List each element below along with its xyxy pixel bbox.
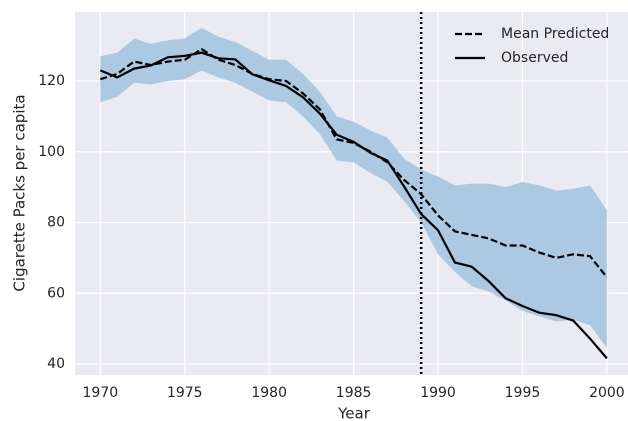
legend-label: Observed [501, 50, 568, 66]
x-tick-label: 1970 [83, 385, 119, 401]
series-line [99, 47, 608, 279]
y-tick-label: 80 [47, 215, 65, 231]
series-line [99, 51, 608, 360]
x-tick-label: 1985 [336, 385, 372, 401]
y-tick-label: 120 [38, 73, 65, 89]
y-tick-label: 60 [47, 285, 65, 301]
prediction-band [100, 27, 607, 349]
x-tick-label: 1990 [420, 385, 456, 401]
x-tick-label: 2000 [589, 385, 625, 401]
x-axis-label: Year [337, 405, 371, 421]
x-tick-label: 1980 [251, 385, 287, 401]
x-tick-label: 1995 [505, 385, 541, 401]
x-tick-label: 1975 [167, 385, 203, 401]
legend-label: Mean Predicted [501, 26, 609, 42]
y-axis-label: Cigarette Packs per capita [11, 94, 29, 291]
y-tick-label: 100 [38, 144, 65, 160]
y-tick-label: 40 [47, 356, 65, 372]
